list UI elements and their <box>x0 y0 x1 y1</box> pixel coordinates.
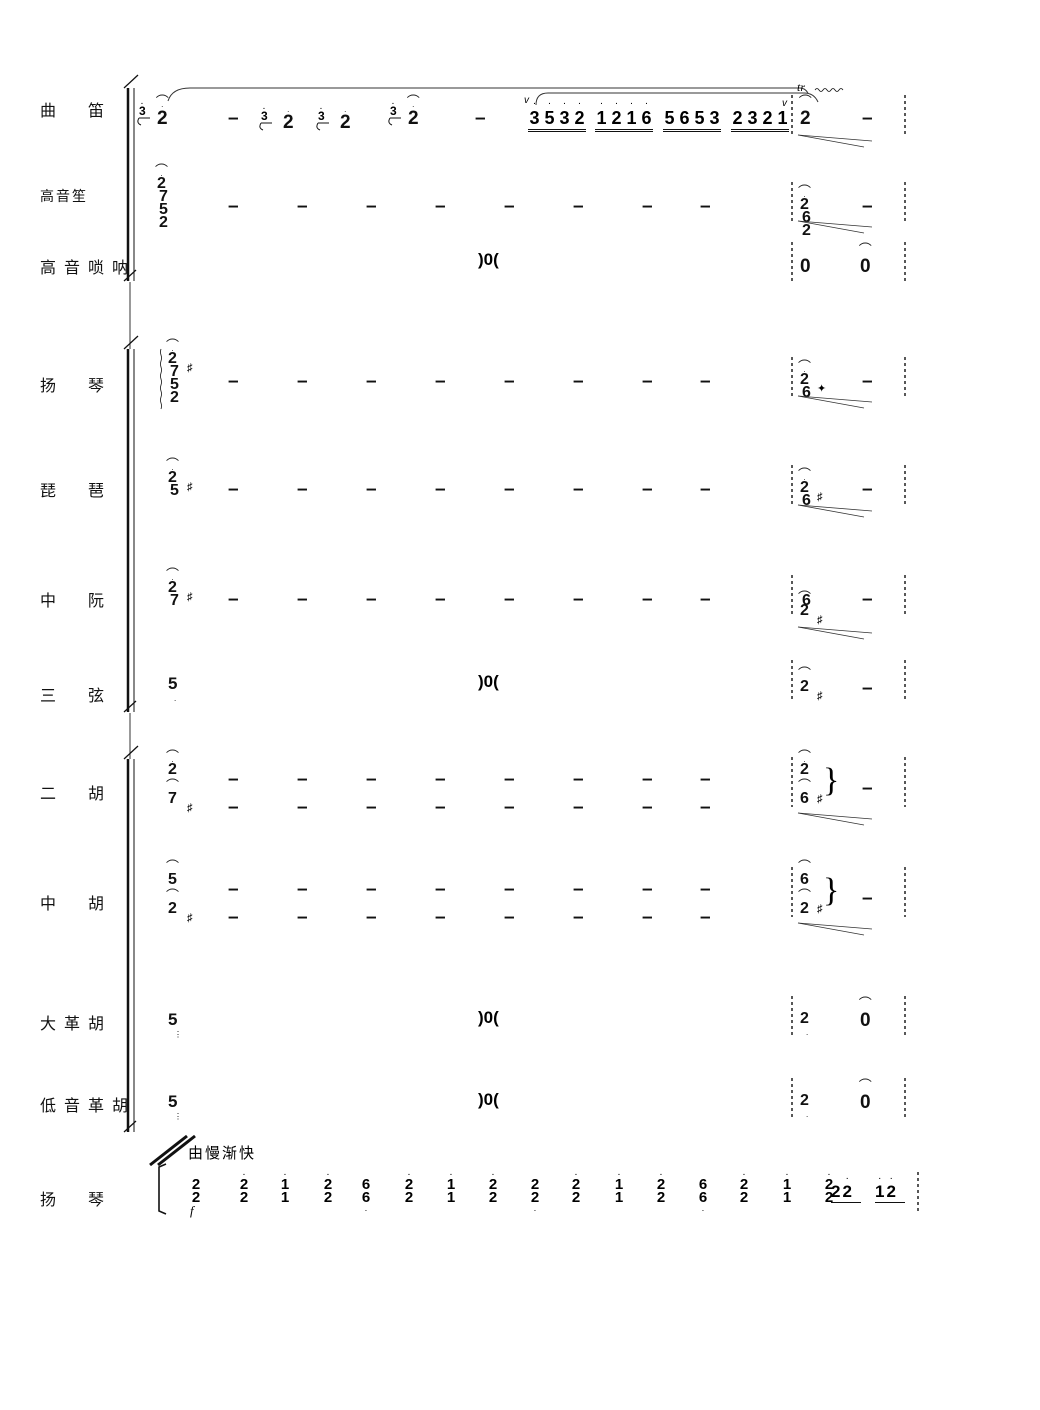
svg-text:3: 3 <box>139 104 146 118</box>
svg-text:3: 3 <box>318 109 325 123</box>
svg-text:3: 3 <box>261 109 268 123</box>
svg-text:3: 3 <box>390 104 397 118</box>
